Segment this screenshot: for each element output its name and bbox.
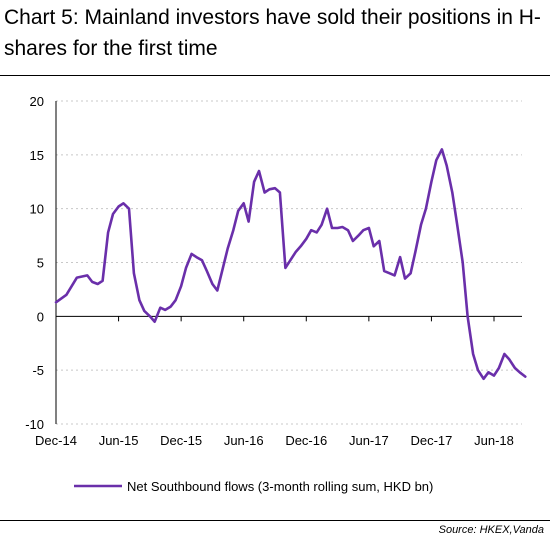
x-tick-label: Dec-17: [410, 433, 452, 448]
series-lines: [54, 148, 527, 381]
y-axis-ticks: 20 15 10 5 0 -5 -10: [25, 94, 44, 432]
legend-label: Net Southbound flows (3-month rolling su…: [127, 479, 433, 494]
source-note: Source: HKEX,Vanda: [438, 524, 544, 536]
x-tick-label: Dec-14: [35, 433, 77, 448]
title-divider: [0, 75, 550, 76]
chart-title: Chart 5: Mainland investors have sold th…: [4, 6, 541, 60]
x-tick-label: Jun-17: [349, 433, 389, 448]
x-tick-label: Jun-15: [99, 433, 139, 448]
x-axis-ticks: Dec-14 Jun-15 Dec-15 Jun-16 Dec-16 Jun-17 Dec-…: [35, 433, 514, 448]
y-tick-label: 5: [37, 256, 44, 271]
y-tick-label: 20: [30, 94, 44, 109]
x-tick-label: Jun-18: [474, 433, 514, 448]
axes: [55, 101, 522, 424]
y-tick-label: 10: [30, 202, 44, 217]
y-tick-label: -5: [32, 363, 44, 378]
y-tick-label: -10: [25, 417, 44, 432]
series-line: [54, 148, 527, 381]
x-tick-label: Jun-16: [224, 433, 264, 448]
footer-divider: [0, 520, 550, 521]
legend: Net Southbound flows (3-month rolling su…: [74, 479, 433, 494]
x-tick-label: Dec-16: [285, 433, 327, 448]
y-tick-label: 0: [37, 309, 44, 324]
y-tick-label: 15: [30, 148, 44, 163]
x-tick-label: Dec-15: [160, 433, 202, 448]
